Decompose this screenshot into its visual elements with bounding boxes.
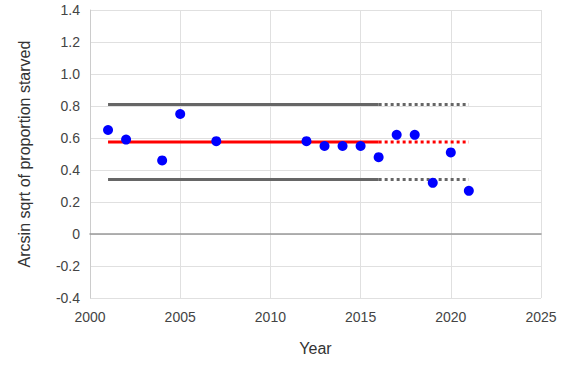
- svg-text:0.4: 0.4: [61, 162, 81, 178]
- svg-text:0.8: 0.8: [61, 98, 81, 114]
- svg-text:2010: 2010: [255, 309, 286, 325]
- svg-text:2000: 2000: [74, 309, 105, 325]
- svg-text:2025: 2025: [525, 309, 556, 325]
- svg-text:0.6: 0.6: [61, 130, 81, 146]
- svg-text:1.4: 1.4: [61, 2, 81, 18]
- svg-text:0.2: 0.2: [61, 194, 81, 210]
- svg-text:0: 0: [72, 226, 80, 242]
- svg-text:2020: 2020: [435, 309, 466, 325]
- svg-text:2015: 2015: [345, 309, 376, 325]
- svg-text:2005: 2005: [165, 309, 196, 325]
- svg-text:Arcsin sqrt of proportion star: Arcsin sqrt of proportion starved: [16, 41, 33, 268]
- svg-text:Year: Year: [299, 340, 332, 357]
- svg-text:1.0: 1.0: [61, 66, 81, 82]
- svg-text:-0.4: -0.4: [56, 290, 80, 306]
- svg-text:1.2: 1.2: [61, 34, 81, 50]
- svg-text:-0.2: -0.2: [56, 258, 80, 274]
